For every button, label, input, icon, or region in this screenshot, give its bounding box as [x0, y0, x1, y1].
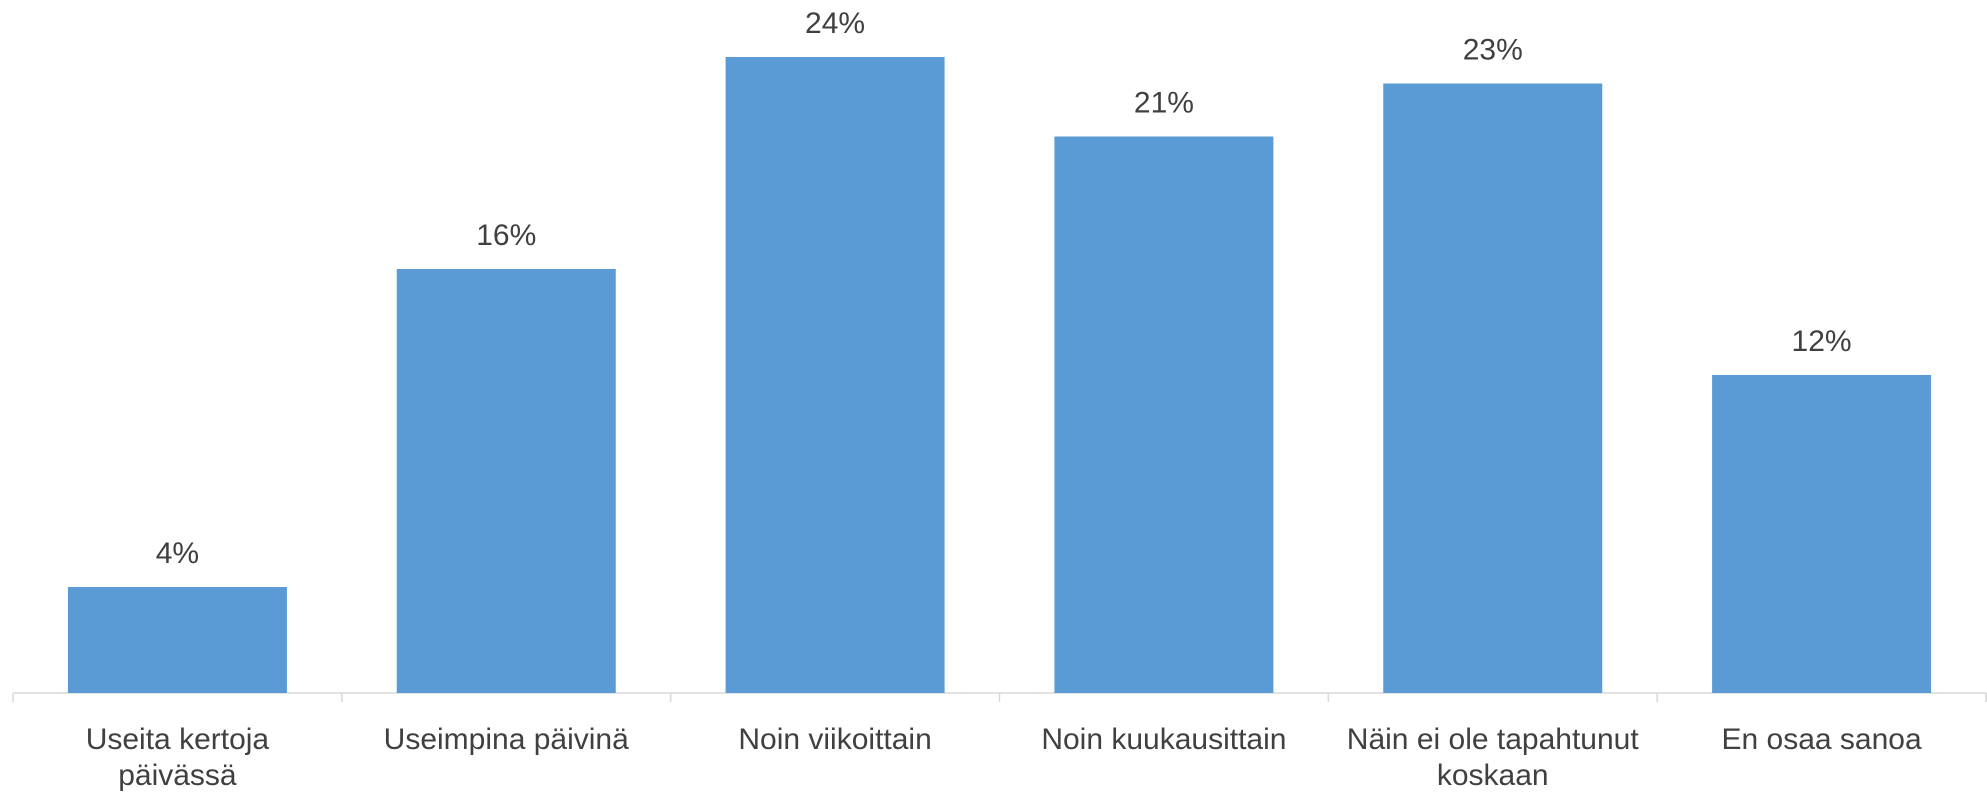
x-tick-label: Noin viikoittain	[738, 723, 932, 756]
bar	[1383, 83, 1603, 693]
bar	[67, 587, 287, 693]
bar	[396, 269, 616, 693]
bar	[725, 57, 945, 693]
x-tick-label: En osaa sanoa	[1721, 723, 1922, 756]
bar	[1054, 136, 1274, 693]
data-label: 23%	[1463, 33, 1523, 66]
x-tick-label: Näin ei ole tapahtunut koskaan	[1346, 723, 1639, 792]
data-label: 12%	[1792, 325, 1852, 358]
x-tick-label: Noin kuukausittain	[1041, 723, 1287, 756]
x-tick-label: Useimpina päivinä	[383, 723, 629, 756]
bar	[1712, 375, 1932, 693]
x-tick-label: Useita kertoja päivässä	[85, 723, 270, 792]
data-label: 4%	[156, 537, 199, 570]
data-label: 21%	[1134, 86, 1194, 119]
data-label: 24%	[805, 7, 865, 40]
data-label: 16%	[476, 219, 536, 252]
